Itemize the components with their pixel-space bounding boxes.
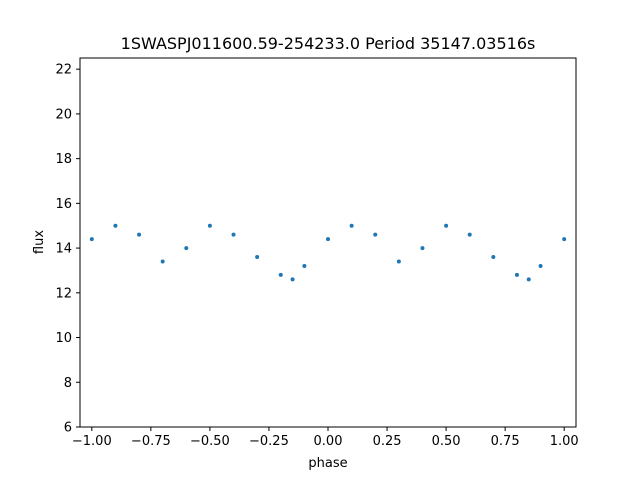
data-point [113,223,118,228]
y-tick-label: 14 [55,242,72,257]
data-point [349,223,354,228]
y-tick-label: 6 [64,421,72,436]
y-tick-label: 12 [55,286,72,301]
y-tick-label: 20 [55,107,72,122]
data-point [89,237,94,242]
x-axis-label: phase [308,456,347,471]
chart-title: 1SWASPJ011600.59-254233.0 Period 35147.0… [121,34,536,53]
data-point [231,232,236,237]
x-axis: −1.00 −0.75 −0.50 −0.25 0.00 0.25 0.50 0.75 1.00 [72,427,579,449]
data-point [160,259,165,264]
data-point [184,246,189,251]
data-point [526,277,531,282]
y-tick-label: 16 [55,197,72,212]
x-tick-label: −0.50 [190,434,230,449]
x-tick-label: −0.75 [131,434,171,449]
data-point [255,255,260,260]
data-point [290,277,295,282]
data-point [467,232,472,237]
data-point [491,255,496,260]
data-point [444,223,449,228]
data-point [207,223,212,228]
data-point [562,237,567,242]
y-axis-label: flux [32,230,47,254]
data-point [420,246,425,251]
y-axis: 6 8 10 12 14 16 18 20 22 [55,63,80,436]
y-tick-label: 18 [55,152,72,167]
data-point [326,237,330,242]
data-point [514,272,519,277]
data-point [137,232,142,237]
y-tick-label: 8 [64,376,72,391]
x-tick-label: 0.75 [491,434,520,449]
x-tick-label: −1.00 [72,434,112,449]
data-point [396,259,401,264]
x-tick-label: 0.00 [314,434,343,449]
data-point [373,232,378,237]
data-point [278,272,283,277]
x-tick-label: −0.25 [249,434,289,449]
x-tick-label: 1.00 [550,434,579,449]
data-point [538,263,543,268]
data-point [302,263,307,268]
data-points [89,223,567,282]
x-tick-label: 0.25 [373,434,402,449]
y-tick-label: 22 [55,63,72,78]
x-tick-label: 0.50 [432,434,461,449]
y-tick-label: 10 [55,331,72,346]
